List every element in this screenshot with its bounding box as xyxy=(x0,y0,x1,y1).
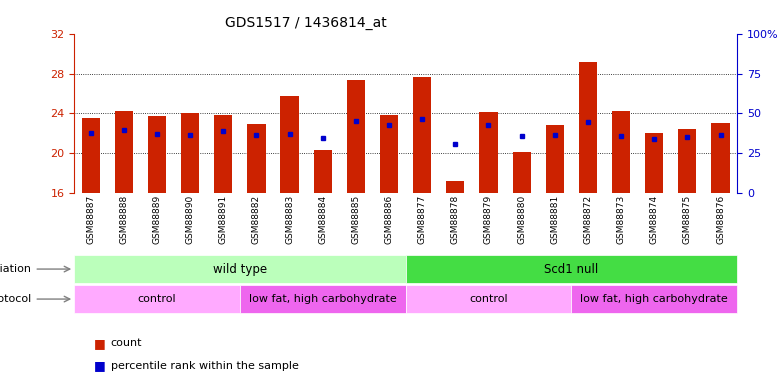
Bar xyxy=(512,152,530,193)
Bar xyxy=(148,116,166,193)
Text: low fat, high carbohydrate: low fat, high carbohydrate xyxy=(249,294,396,304)
Bar xyxy=(74,285,240,313)
Text: percentile rank within the sample: percentile rank within the sample xyxy=(111,361,299,370)
Bar xyxy=(247,124,265,193)
Bar xyxy=(82,118,100,193)
Bar xyxy=(215,116,232,193)
Bar xyxy=(612,111,630,193)
Bar xyxy=(711,123,729,193)
Text: control: control xyxy=(137,294,176,304)
Bar xyxy=(406,255,737,283)
Bar xyxy=(480,112,498,193)
Text: wild type: wild type xyxy=(213,262,267,276)
Title: GDS1517 / 1436814_at: GDS1517 / 1436814_at xyxy=(225,15,387,30)
Text: protocol: protocol xyxy=(0,294,31,304)
Bar xyxy=(679,129,697,193)
Bar xyxy=(347,80,365,193)
Text: low fat, high carbohydrate: low fat, high carbohydrate xyxy=(580,294,728,304)
Text: count: count xyxy=(111,338,142,348)
Text: genotype/variation: genotype/variation xyxy=(0,264,31,274)
Text: control: control xyxy=(469,294,508,304)
Bar xyxy=(645,134,663,193)
Bar xyxy=(406,285,571,313)
Text: ■: ■ xyxy=(94,359,109,372)
Bar xyxy=(579,62,597,193)
Text: ■: ■ xyxy=(94,337,109,350)
Bar xyxy=(546,125,564,193)
Bar xyxy=(240,285,406,313)
Bar xyxy=(74,255,406,283)
Bar xyxy=(181,113,199,193)
Bar xyxy=(314,150,332,193)
Bar xyxy=(446,181,464,193)
Bar xyxy=(281,96,299,193)
Bar xyxy=(115,111,133,193)
Bar xyxy=(571,285,737,313)
Bar xyxy=(380,116,398,193)
Text: Scd1 null: Scd1 null xyxy=(544,262,598,276)
Bar xyxy=(413,76,431,193)
